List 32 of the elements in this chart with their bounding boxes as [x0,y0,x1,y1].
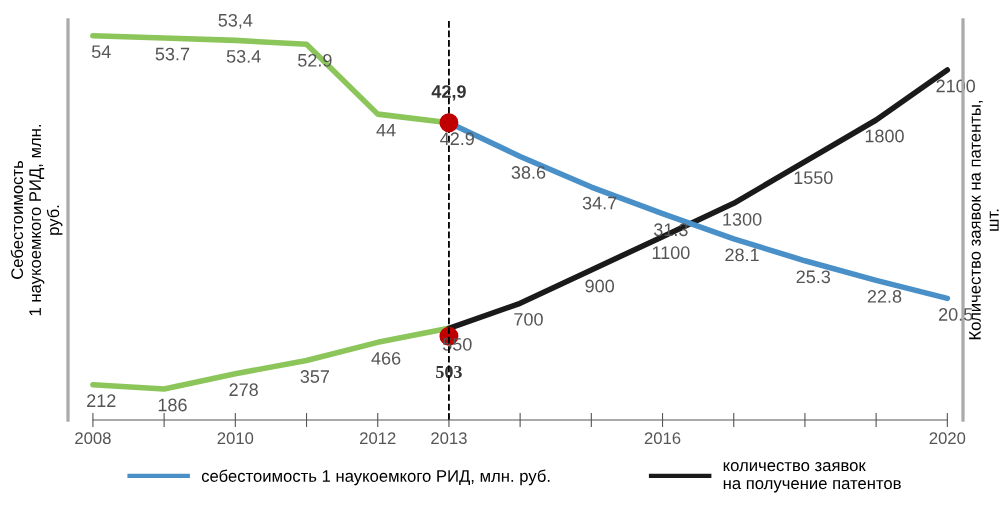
data-label: 34.7 [582,196,617,210]
data-label: 53.4 [226,50,261,63]
data-label: 54 [91,45,111,59]
data-label: 278 [229,383,258,397]
x-tick-label: 2016 [644,432,681,445]
data-label: 1100 [652,246,690,260]
data-label: 25.3 [796,270,831,284]
data-label: 42,9 [431,85,466,101]
data-label: 186 [158,398,187,412]
data-label: 700 [514,312,543,326]
data-label: 900 [585,279,615,293]
data-label: 466 [371,351,401,365]
data-label: 1550 [794,171,833,185]
x-tick-label: 2020 [929,432,966,445]
x-tick-label: 2010 [217,432,254,445]
data-label: 38.6 [511,166,546,179]
x-tick-label: 2012 [360,432,396,445]
annotation: 53,4 [218,13,253,29]
data-label: 1300 [723,212,762,226]
legend-label: количество заявок на получение патентов [723,462,901,493]
data-label: 357 [300,370,330,383]
x-tick-label: 2008 [75,432,111,445]
data-label: 212 [87,394,116,407]
data-label: 1800 [865,129,904,143]
data-label: 44 [376,123,396,137]
x-tick-label: 2013 [431,432,467,445]
y-axis-title: Себестоимость 1 наукоемкого РИД, млн. руб. [10,125,63,316]
data-label: 28.1 [725,248,759,262]
data-label: 22.8 [867,290,902,303]
data-label: 503 [436,365,462,379]
data-label: 53.7 [155,47,190,61]
legend-label: себестоимость 1 наукоемкого РИД, млн. руб. [201,469,550,486]
